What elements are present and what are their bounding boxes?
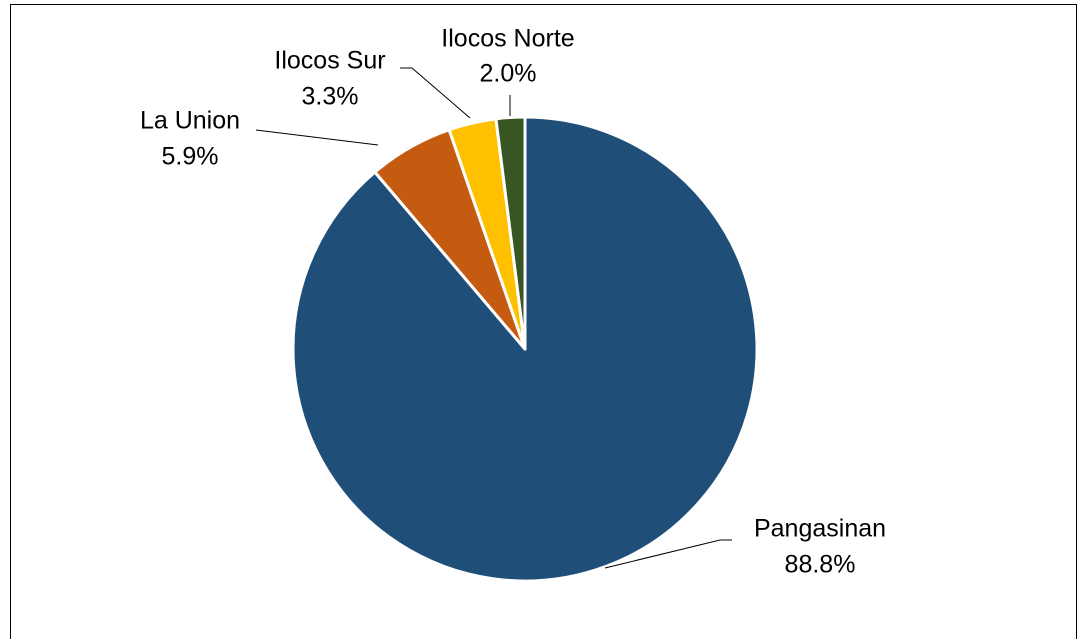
- slice-label-value: 88.8%: [785, 551, 856, 579]
- leader-line: [604, 539, 732, 569]
- slice-label-name: Ilocos Norte: [441, 25, 574, 53]
- chart-border: [10, 4, 1077, 639]
- slice-label-value: 3.3%: [302, 83, 359, 111]
- pie-slice: [494, 115, 527, 351]
- slice-label-value: 5.9%: [162, 143, 219, 171]
- leader-line: [400, 67, 471, 119]
- slice-label-value: 2.0%: [480, 60, 537, 88]
- leader-line: [255, 129, 379, 146]
- slice-label-name: Ilocos Sur: [274, 47, 385, 75]
- pie-slice: [291, 115, 759, 583]
- slice-label-name: La Union: [140, 107, 240, 135]
- slice-label-name: Pangasinan: [754, 515, 886, 543]
